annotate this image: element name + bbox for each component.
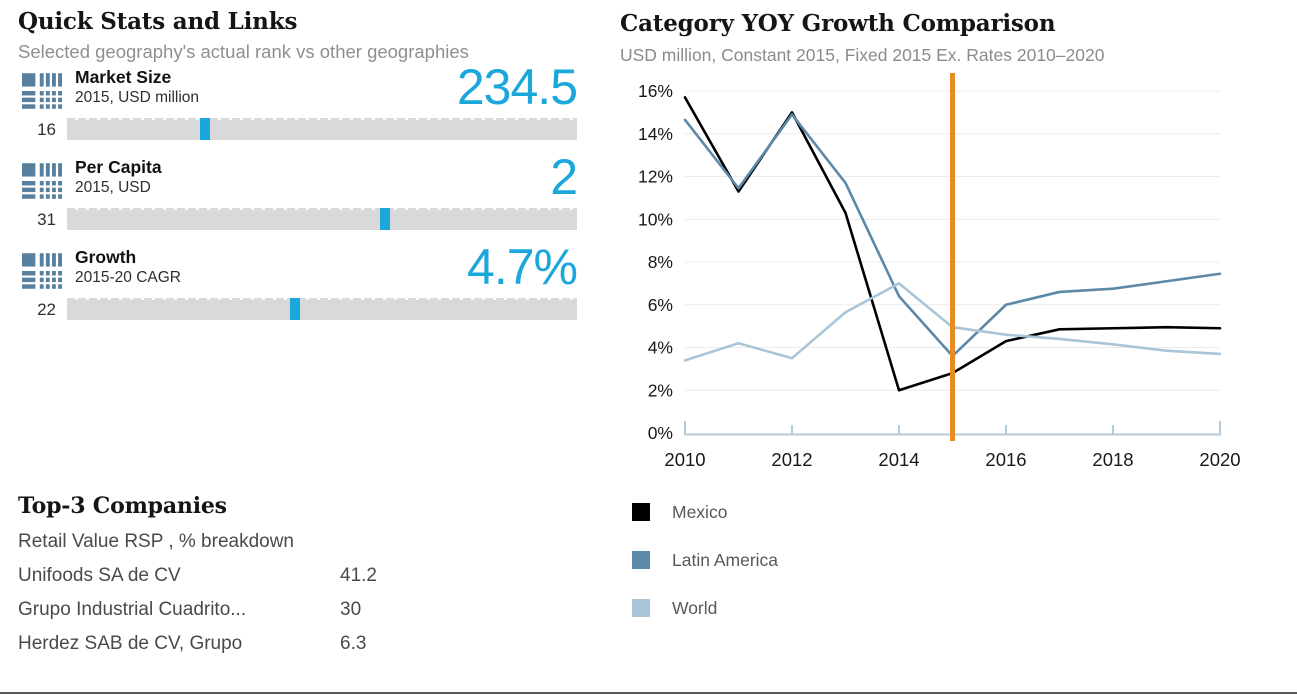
rank-bar xyxy=(67,208,577,230)
svg-text:14%: 14% xyxy=(638,124,673,144)
svg-text:2%: 2% xyxy=(648,380,673,400)
company-name: Grupo Industrial Cuadrito... xyxy=(18,599,247,620)
stat-subtitle: 2015, USD million xyxy=(75,89,200,106)
yoy-growth-chart: 0% 2% 4% 6% 8% 10% 12% 14% 16% 2010 2012 2014 2016 20… xyxy=(617,70,1297,475)
rank-marker xyxy=(289,298,300,320)
svg-text:0%: 0% xyxy=(648,423,673,443)
stat-row-market-size[interactable]: Market Size 2015, USD million 234.5 16 xyxy=(22,59,578,146)
stat-subtitle: 2015-20 CAGR xyxy=(75,269,181,286)
svg-text:2016: 2016 xyxy=(985,449,1026,470)
chart-subtitle: USD million, Constant 2015, Fixed 2015 E… xyxy=(620,45,1105,65)
table-grid-icon xyxy=(22,73,62,109)
stat-row-growth[interactable]: Growth 2015-20 CAGR 4.7% 22 xyxy=(22,239,578,326)
top-companies-title: Top-3 Companies xyxy=(18,493,227,519)
svg-text:2018: 2018 xyxy=(1092,449,1133,470)
rank-marker xyxy=(380,208,391,230)
svg-text:2012: 2012 xyxy=(771,449,812,470)
company-row: Unifoods SA de CV 41.2 xyxy=(18,565,438,587)
rank-marker xyxy=(199,118,210,140)
stat-title: Per Capita xyxy=(75,157,162,177)
svg-text:2010: 2010 xyxy=(664,449,705,470)
quick-stats-title: Quick Stats and Links xyxy=(18,8,298,35)
legend-item-latin-america[interactable]: Latin America xyxy=(632,549,779,570)
stat-rank: 31 xyxy=(37,210,56,229)
stat-subtitle: 2015, USD xyxy=(75,179,151,196)
svg-text:10%: 10% xyxy=(638,209,673,229)
chart-title: Category YOY Growth Comparison xyxy=(620,10,1056,37)
stat-rank: 22 xyxy=(37,300,56,319)
table-grid-icon xyxy=(22,163,62,199)
svg-text:2014: 2014 xyxy=(878,449,919,470)
stat-labels: Market Size 2015, USD million xyxy=(75,66,199,108)
chart-legend: Mexico Latin America World xyxy=(632,501,779,647)
company-name: Herdez SAB de CV, Grupo xyxy=(18,633,243,654)
rank-bar xyxy=(67,118,577,140)
stat-title: Growth xyxy=(75,247,137,267)
svg-text:6%: 6% xyxy=(648,295,673,315)
top-companies-subtitle: Retail Value RSP , % breakdown xyxy=(18,531,295,552)
legend-item-mexico[interactable]: Mexico xyxy=(632,501,778,522)
mexico-swatch xyxy=(632,503,650,521)
world-swatch xyxy=(632,599,650,617)
company-share: 30 xyxy=(340,599,362,620)
rank-bar xyxy=(67,298,577,320)
bottom-divider xyxy=(0,692,1297,694)
line-chart-canvas: 0% 2% 4% 6% 8% 10% 12% 14% 16% 2010 2012 2014 2016 20… xyxy=(638,73,1241,470)
stat-title: Market Size xyxy=(75,67,172,87)
svg-text:12%: 12% xyxy=(638,167,673,187)
stat-labels: Per Capita 2015, USD xyxy=(75,156,162,198)
company-share: 6.3 xyxy=(340,633,367,654)
company-share: 41.2 xyxy=(340,565,377,586)
stat-value: 2 xyxy=(550,149,578,205)
legend-label: Latin America xyxy=(672,549,779,570)
quick-stats-subtitle: Selected geography's actual rank vs othe… xyxy=(18,41,469,62)
stat-row-per-capita[interactable]: Per Capita 2015, USD 2 31 xyxy=(22,149,578,236)
stat-value: 234.5 xyxy=(456,59,578,115)
stat-rank: 16 xyxy=(37,120,56,139)
stat-labels: Growth 2015-20 CAGR xyxy=(75,246,181,288)
stat-value: 4.7% xyxy=(467,239,578,295)
svg-text:4%: 4% xyxy=(648,338,673,358)
legend-label: World xyxy=(672,597,718,618)
latin-america-swatch xyxy=(632,551,650,569)
company-row: Herdez SAB de CV, Grupo 6.3 xyxy=(18,633,438,655)
svg-text:8%: 8% xyxy=(648,252,673,272)
svg-text:16%: 16% xyxy=(638,81,673,101)
table-grid-icon xyxy=(22,253,62,289)
legend-label: Mexico xyxy=(672,501,728,522)
legend-item-world[interactable]: World xyxy=(632,597,778,618)
company-row: Grupo Industrial Cuadrito... 30 xyxy=(18,599,438,621)
company-name: Unifoods SA de CV xyxy=(18,565,181,586)
svg-text:2020: 2020 xyxy=(1199,449,1240,470)
